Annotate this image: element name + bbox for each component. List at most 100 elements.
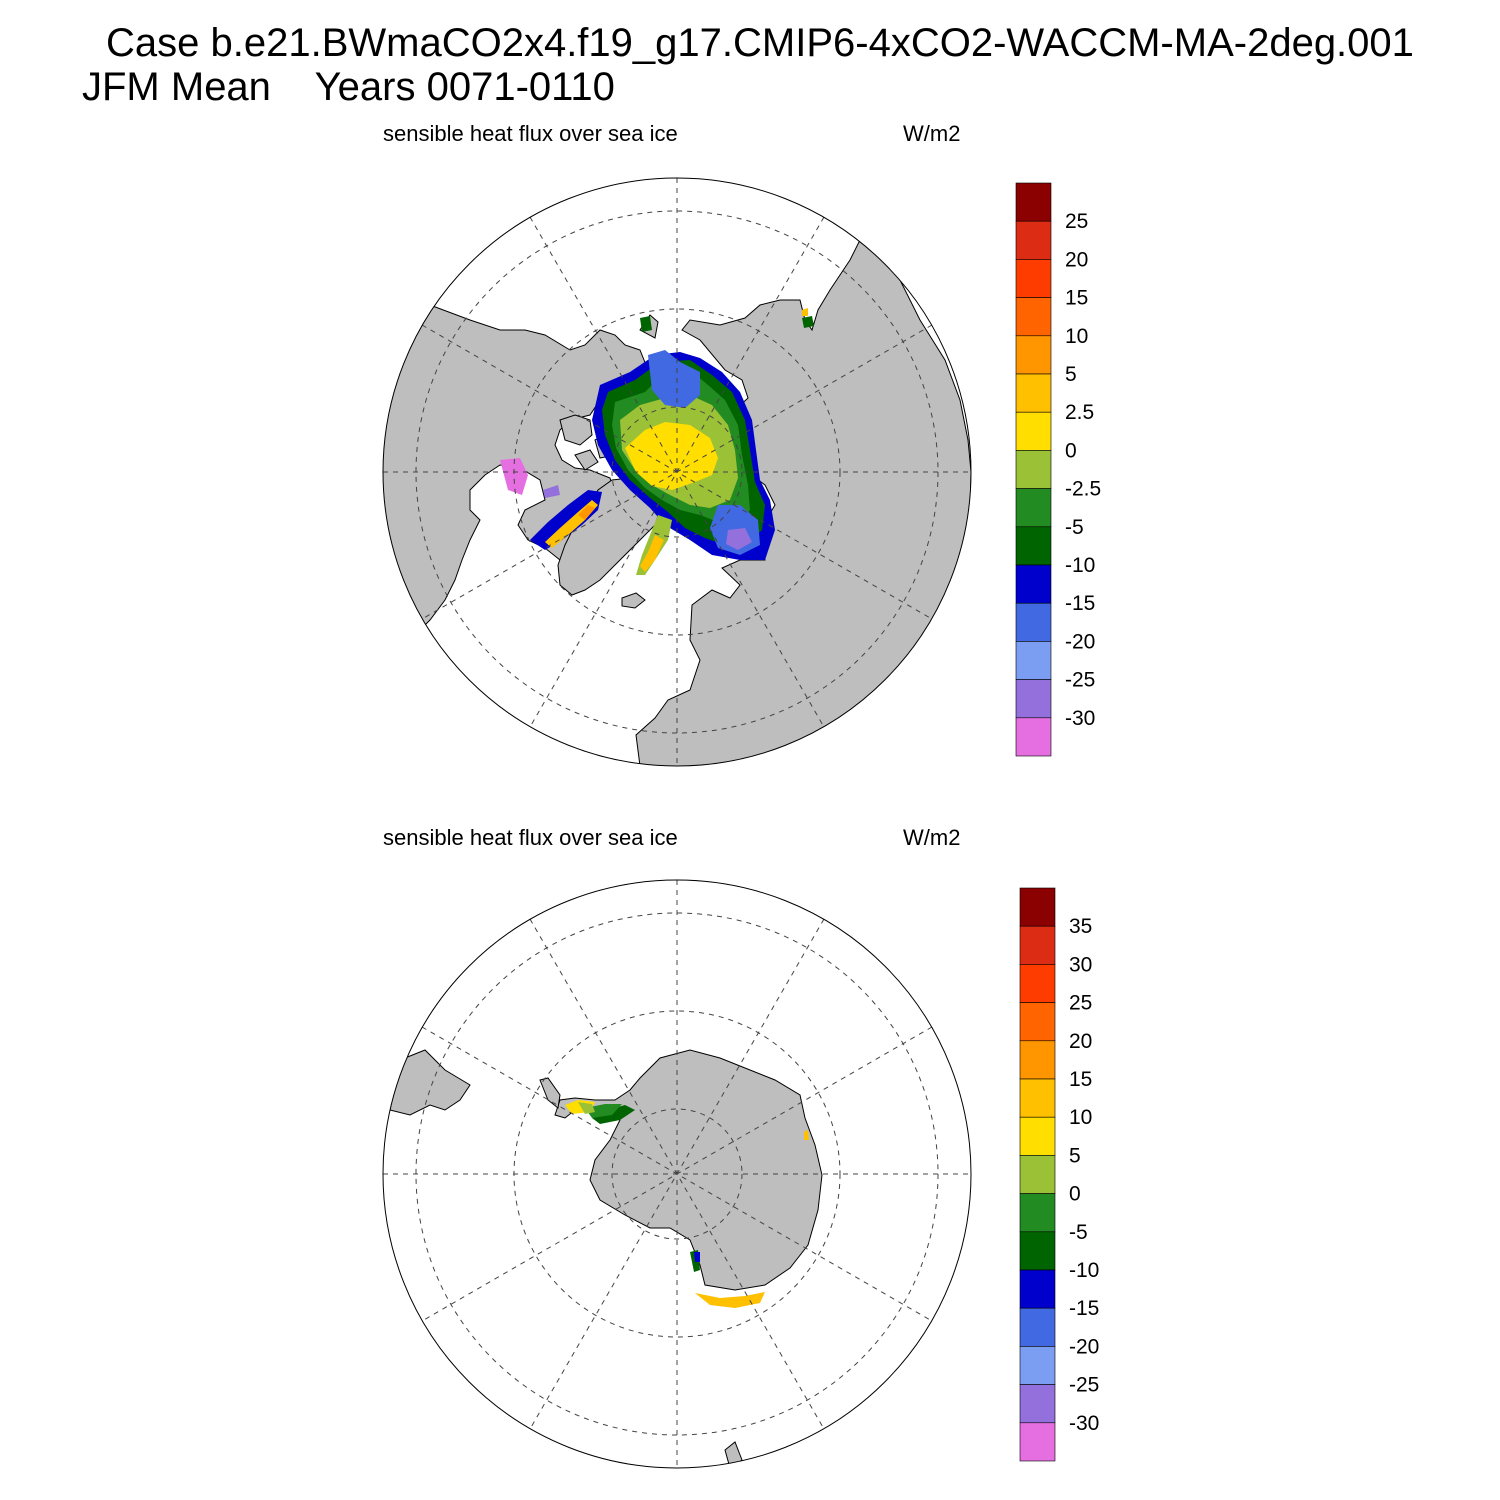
north-colorbar-box: [1015, 182, 1052, 222]
north-map-border: [382, 177, 972, 767]
south-colorbar-label: 30: [1069, 953, 1092, 976]
south-colorbar-box: [1019, 887, 1056, 927]
flux-contour-5: [802, 308, 808, 316]
flux-contour-10: [695, 1292, 765, 1308]
north-colorbar-label: 25: [1065, 210, 1088, 233]
iceland: [621, 592, 646, 609]
north-colorbar-box: [1015, 450, 1052, 489]
eurasia-landmass: [635, 239, 971, 766]
south-colorbar-box: [1019, 1193, 1056, 1233]
north-colorbar-label: 15: [1065, 287, 1088, 310]
south-units-label: W/m2: [903, 825, 961, 850]
north-colorbar-box: [1015, 679, 1052, 719]
south-colorbar-label: -15: [1069, 1297, 1099, 1320]
flux-contour-minus5: [585, 1104, 622, 1118]
flux-contour-minus15: [694, 1252, 700, 1262]
flux-contour-0: [578, 1102, 595, 1114]
arctic-island: [574, 449, 599, 471]
flux-contour-2_5: [625, 422, 718, 490]
south-colorbar-label: 10: [1069, 1106, 1092, 1129]
south-colorbar-box: [1019, 1078, 1056, 1118]
flux-contour-5: [640, 535, 664, 572]
south-colorbar-label: 20: [1069, 1030, 1092, 1053]
north-colorbar-label: -5: [1065, 516, 1084, 539]
years-label: Years 0071-0110: [314, 65, 615, 109]
north-colorbar-box: [1015, 526, 1052, 566]
south-colorbar-box: [1019, 1040, 1056, 1080]
south-colorbar-box: [1019, 1116, 1056, 1156]
north-colorbar-label: 0: [1065, 439, 1077, 462]
north-flux-field: [500, 308, 814, 575]
south-flux-field: [565, 1100, 809, 1308]
north-colorbar-label: -25: [1065, 669, 1095, 692]
north-variable-label: sensible heat flux over sea ice: [383, 121, 678, 146]
flux-contour-minus30: [726, 528, 752, 550]
north-colorbar-box: [1015, 488, 1052, 528]
flux-contour-minus10: [592, 1105, 635, 1124]
north-colorbar-box: [1015, 641, 1052, 680]
flux-contour-10: [804, 1130, 809, 1140]
south-map-border: [382, 879, 972, 1469]
north-units-label: W/m2: [903, 121, 961, 146]
season-label: JFM Mean: [82, 65, 271, 109]
north-colorbar: 25 20 15 10 5 2.5 0 -2.5 -5 -10 -15 -20 -25 -30: [1015, 182, 1101, 757]
south-graticule: [383, 880, 971, 1468]
plot-case-title: Case b.e21.BWmaCO2x4.f19_g17.CMIP6-4xCO2…: [106, 21, 1414, 65]
south-polar-map: [382, 879, 972, 1469]
south-colorbar-label: -5: [1069, 1221, 1088, 1244]
south-colorbar-box: [1019, 1346, 1056, 1385]
south-colorbar-box: [1019, 1269, 1056, 1309]
north-colorbar-label: 20: [1065, 248, 1088, 271]
south-colorbar-label: -20: [1069, 1335, 1099, 1358]
south-colorbar-label: 35: [1069, 915, 1092, 938]
flux-contour-minus5: [802, 316, 814, 328]
antarctic-peninsula: [539, 1077, 561, 1109]
north-colorbar-label: -20: [1065, 630, 1095, 653]
south-variable-label: sensible heat flux over sea ice: [383, 825, 678, 850]
north-colorbar-label: -10: [1065, 554, 1095, 577]
south-america-tip: [389, 1049, 471, 1116]
north-colorbar-box: [1015, 564, 1052, 604]
north-america-landmass: [383, 304, 649, 661]
south-colorbar-label: 0: [1069, 1183, 1081, 1206]
north-colorbar-box: [1015, 297, 1052, 337]
arctic-island: [559, 414, 593, 446]
north-colorbar-label: 5: [1065, 363, 1077, 386]
south-colorbar-label: -25: [1069, 1374, 1099, 1397]
north-colorbar-box: [1015, 259, 1052, 298]
north-colorbar-box: [1015, 220, 1052, 260]
north-colorbar-box: [1015, 335, 1052, 375]
south-colorbar-label: -30: [1069, 1412, 1099, 1435]
north-colorbar-box: [1015, 411, 1052, 451]
north-colorbar-label: -15: [1065, 592, 1095, 615]
flux-contour-10: [578, 505, 595, 520]
south-colorbar-box: [1019, 964, 1056, 1003]
south-colorbar-box: [1019, 1307, 1056, 1347]
flux-contour-minus5: [640, 316, 652, 332]
south-colorbar-box: [1019, 1384, 1056, 1424]
north-graticule: [383, 178, 971, 766]
flux-contour-minus10: [530, 490, 602, 550]
south-colorbar-box: [1019, 1155, 1056, 1194]
north-colorbar-box: [1015, 717, 1052, 757]
south-colorbar-box: [1019, 1231, 1056, 1271]
south-colorbar-box: [1019, 1002, 1056, 1042]
south-colorbar-label: -10: [1069, 1259, 1099, 1282]
flux-contour-below-minus30: [500, 458, 528, 495]
north-colorbar-label: -2.5: [1065, 478, 1101, 501]
south-colorbar-label: 5: [1069, 1144, 1081, 1167]
north-colorbar-box: [1015, 373, 1052, 413]
flux-contour-minus30: [543, 485, 560, 498]
north-colorbar-label: 10: [1065, 325, 1088, 348]
south-colorbar-label: 25: [1069, 992, 1092, 1015]
flux-contour-minus15: [648, 350, 700, 408]
north-colorbar-box: [1015, 602, 1052, 642]
south-colorbar-label: 15: [1069, 1068, 1092, 1091]
north-colorbar-label: 2.5: [1065, 401, 1094, 424]
south-colorbar-box: [1019, 925, 1056, 965]
plot-period-title: JFM Mean Years 0071-0110: [82, 64, 615, 110]
north-colorbar-label: -30: [1065, 707, 1095, 730]
south-colorbar-box: [1019, 1422, 1056, 1462]
south-colorbar: 35 30 25 20 15 10 5 0 -5 -10 -15 -20 -25 -30: [1019, 887, 1099, 1462]
